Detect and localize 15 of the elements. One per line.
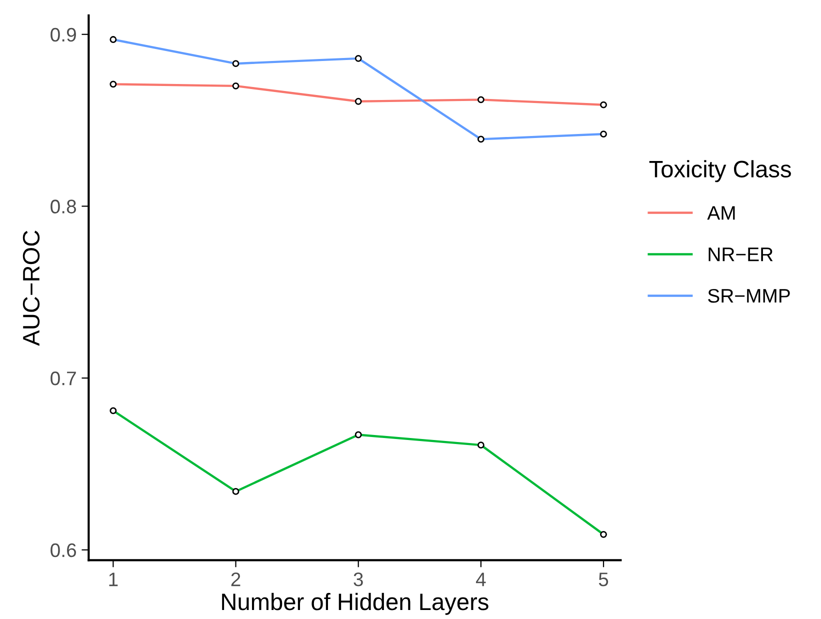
legend-label: SR−MMP [708,288,790,303]
y-tick-label: 0.7 [50,372,76,386]
x-tick-label: 3 [354,572,363,586]
y-tick-label: 0.8 [50,200,76,214]
x-tick-label: 4 [476,572,486,586]
x-axis-title: Number of Hidden Layers [222,592,488,615]
y-axis-title: AUC−ROC [22,230,40,346]
legend-title: Toxicity Class [649,160,791,182]
x-tick-label: 1 [109,572,118,586]
y-tick-label: 0.9 [50,28,76,42]
legend-label: AM [707,206,735,220]
y-tick-label: 0.6 [50,543,76,558]
x-tick-label: 2 [231,572,240,586]
legend-label: NR−ER [708,248,773,262]
x-tick-label: 5 [598,572,608,586]
